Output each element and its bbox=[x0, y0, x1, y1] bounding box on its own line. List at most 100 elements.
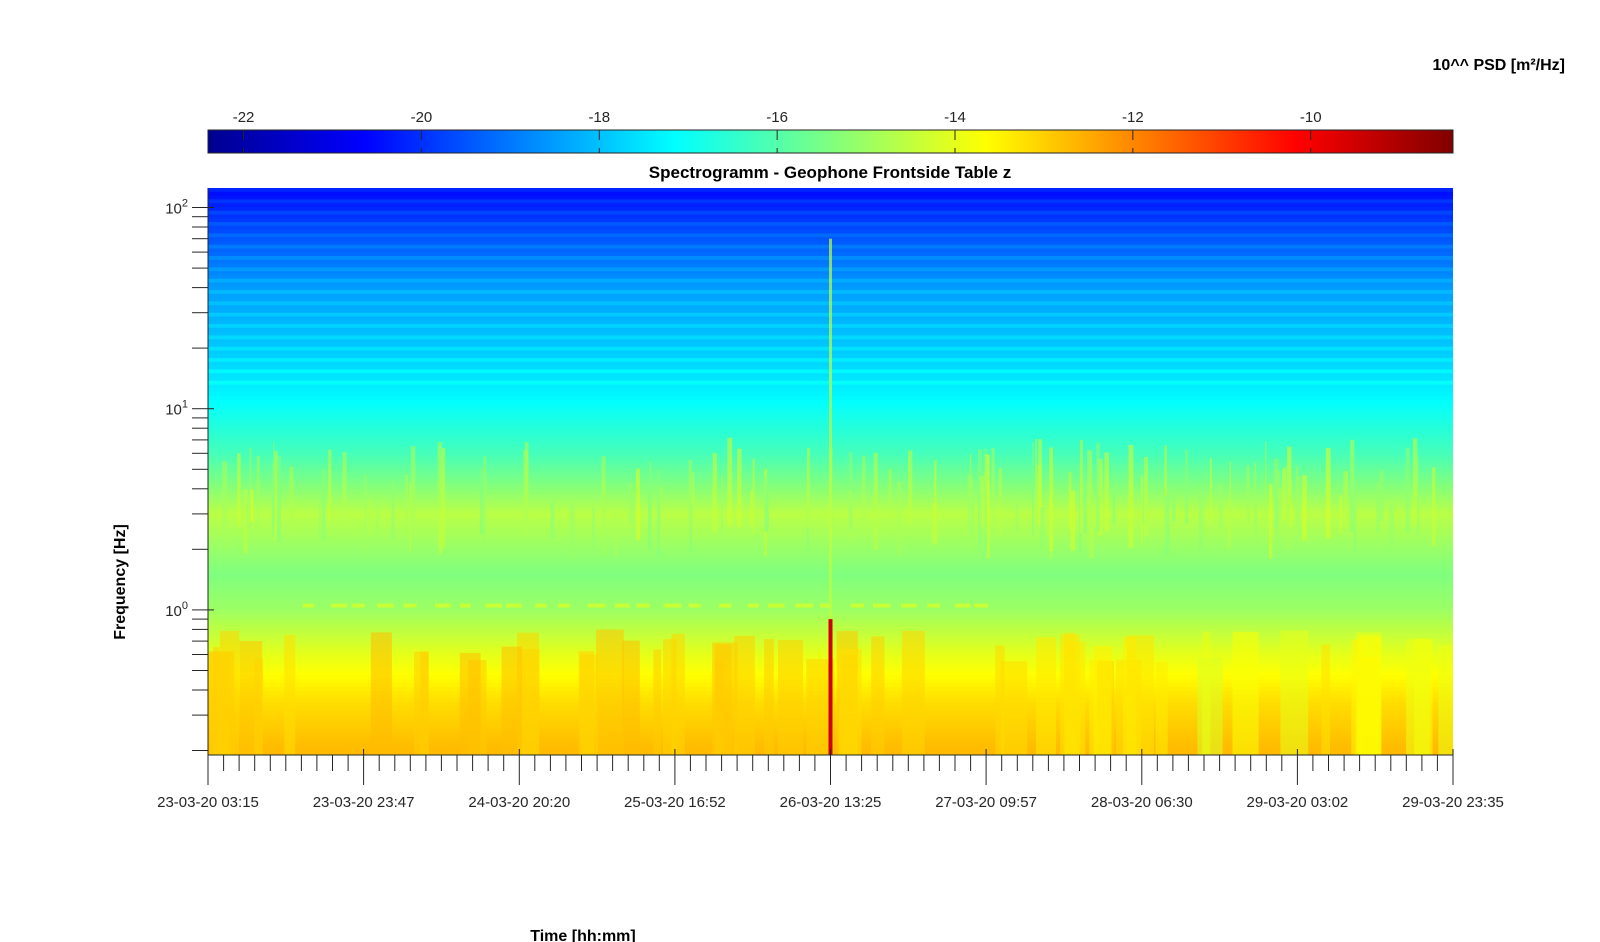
spectrogram-streak bbox=[1164, 495, 1170, 556]
spectrogram-streak bbox=[984, 472, 987, 533]
spectrogram-patch bbox=[1093, 646, 1112, 755]
spectrogram-streak bbox=[289, 466, 294, 532]
spectrogram-patch bbox=[1155, 661, 1168, 755]
spectrogram-streak bbox=[1296, 476, 1301, 542]
spectrogram-band bbox=[208, 214, 1453, 219]
spectrogram-patch bbox=[1202, 631, 1211, 755]
spectrogram-streak bbox=[1037, 465, 1042, 526]
x-tick-label: 24-03-20 20:20 bbox=[468, 794, 570, 811]
spectrogram-streak bbox=[1140, 474, 1143, 546]
spectrogram-plot-area bbox=[208, 188, 1453, 755]
spectrogram-patch bbox=[370, 632, 392, 755]
spectrogram-patch bbox=[1321, 644, 1330, 755]
spectrogram-line-segment bbox=[767, 603, 785, 608]
spectrogram-band bbox=[208, 222, 1453, 227]
spectrogram-streak bbox=[1209, 458, 1212, 523]
spectrogram-streak bbox=[1104, 452, 1109, 531]
spectrogram-patch bbox=[596, 629, 624, 755]
spectrogram-streak bbox=[273, 450, 278, 541]
spectrogram-patch bbox=[901, 630, 925, 755]
spectrogram-patch bbox=[1438, 644, 1453, 755]
spectrogram-patch bbox=[663, 639, 677, 755]
spectrogram-patch bbox=[517, 632, 539, 755]
spectrogram-streak bbox=[1325, 448, 1331, 539]
spectrogram-patch bbox=[1126, 635, 1154, 755]
chart-title: Spectrogramm - Geophone Frontside Table … bbox=[649, 163, 1011, 182]
spectrogram-patch bbox=[1232, 631, 1259, 755]
spectrogram-band bbox=[208, 206, 1453, 212]
spectrogram-band bbox=[208, 191, 1453, 197]
spectrogram-streak bbox=[250, 489, 254, 523]
spectrogram-streak bbox=[410, 446, 416, 532]
spectrogram-streak bbox=[569, 503, 575, 557]
spectrogram-patch bbox=[764, 639, 774, 755]
spectrogram-patch bbox=[714, 644, 732, 755]
spectrogram-streak bbox=[1405, 447, 1410, 534]
spectrogram-streak bbox=[1246, 465, 1250, 523]
y-tick-label: 101 bbox=[165, 399, 188, 419]
spectrogram-band bbox=[208, 199, 1453, 204]
spectrogram-streak bbox=[971, 479, 974, 535]
spectrogram-streak bbox=[409, 482, 412, 553]
spectrogram-streak bbox=[1039, 507, 1045, 550]
colorbar-tick-label: -12 bbox=[1122, 109, 1144, 126]
spectrogram-streak bbox=[628, 482, 633, 524]
spectrogram-streak bbox=[368, 499, 372, 537]
spectrogram-line-segment bbox=[506, 603, 522, 608]
x-tick-label: 25-03-20 16:52 bbox=[624, 794, 726, 811]
spectrogram-patch bbox=[459, 653, 481, 755]
spectrogram-streak bbox=[1032, 442, 1034, 535]
spectrogram-patch bbox=[1001, 661, 1028, 755]
spectrogram-streak bbox=[1143, 457, 1148, 537]
spectrogram-streak bbox=[328, 449, 332, 522]
x-tick-label: 27-03-20 09:57 bbox=[935, 794, 1037, 811]
spectrogram-band bbox=[208, 225, 1453, 231]
spectrogram-patch bbox=[653, 649, 662, 755]
spectrogram-band bbox=[208, 195, 1453, 200]
spectrogram-line-segment bbox=[587, 603, 606, 608]
spectrogram-streak bbox=[437, 442, 442, 544]
x-tick-label: 29-03-20 03:02 bbox=[1247, 794, 1349, 811]
colorbar-gradient bbox=[207, 129, 1454, 154]
spectrogram-line-segment bbox=[558, 603, 570, 608]
spectrogram-line-segment bbox=[351, 603, 365, 608]
spectrogram-line-segment bbox=[927, 603, 941, 608]
spectrogram-line-segment bbox=[636, 603, 650, 608]
spectrogram-streak bbox=[1171, 486, 1176, 522]
spectrogram-streak bbox=[1049, 447, 1053, 552]
spectrogram-streak bbox=[1264, 441, 1267, 526]
spectrogram-streak bbox=[977, 449, 982, 551]
spectrogram-line-segment bbox=[403, 603, 417, 608]
spectrogram-line-segment bbox=[850, 603, 864, 608]
colorbar-tick-label: -22 bbox=[233, 109, 255, 126]
spectrogram-streak bbox=[632, 489, 635, 532]
spectrogram-line-segment bbox=[719, 603, 732, 608]
spectrogram-streak bbox=[998, 468, 1002, 536]
spectrogram-streak bbox=[237, 453, 241, 526]
spectrogram-streak bbox=[342, 452, 347, 531]
spectrogram-streak bbox=[862, 455, 866, 534]
spectrogram-streak bbox=[1080, 440, 1083, 533]
spectrogram-patch bbox=[580, 654, 598, 755]
spectrogram-streak bbox=[1128, 445, 1134, 548]
spectrogram-streak bbox=[806, 447, 810, 528]
x-tick-label: 29-03-20 23:35 bbox=[1402, 794, 1504, 811]
x-axis-ticks: 23-03-20 03:15 23-03-20 23:47 24-03-20 20:… bbox=[157, 749, 1504, 811]
y-tick-label: 102 bbox=[165, 198, 188, 218]
spectrogram-band bbox=[208, 233, 1453, 238]
spectrogram-streak bbox=[636, 468, 640, 541]
spectrogram-streak bbox=[1379, 470, 1384, 522]
spectrogram-streak bbox=[1087, 450, 1093, 525]
spectrogram-streak bbox=[1070, 490, 1076, 551]
spectrogram-streak bbox=[1015, 492, 1019, 533]
x-tick-label: 23-03-20 23:47 bbox=[313, 794, 415, 811]
spectrogram-streak bbox=[479, 467, 484, 535]
spectrogram-streak bbox=[689, 504, 693, 553]
spectrogram-line-segment bbox=[747, 603, 759, 608]
spectrogram-streak bbox=[806, 508, 810, 556]
spectrogram-streak bbox=[271, 462, 275, 537]
colorbar-tick-label: -10 bbox=[1300, 109, 1322, 126]
